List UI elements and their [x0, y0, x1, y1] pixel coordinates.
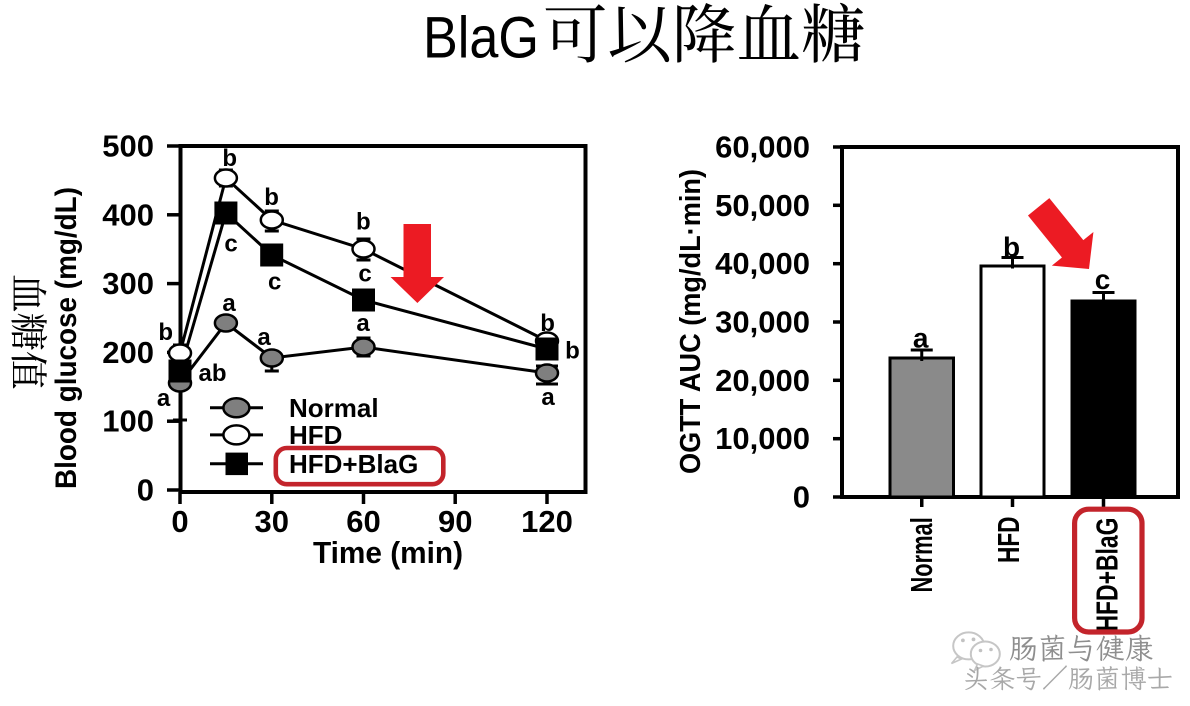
svg-text:0: 0: [793, 480, 810, 515]
svg-text:400: 400: [102, 197, 154, 232]
svg-text:a: a: [541, 384, 555, 411]
svg-text:20,000: 20,000: [715, 363, 810, 398]
svg-text:500: 500: [102, 129, 154, 164]
svg-text:b: b: [158, 319, 173, 346]
svg-text:b: b: [356, 209, 371, 236]
svg-text:c: c: [224, 231, 237, 258]
svg-text:Normal: Normal: [289, 393, 379, 423]
svg-text:0: 0: [171, 504, 188, 539]
svg-text:200: 200: [102, 335, 154, 370]
svg-text:50,000: 50,000: [715, 188, 810, 223]
svg-text:10,000: 10,000: [715, 421, 810, 456]
svg-text:c: c: [268, 269, 281, 296]
svg-text:HFD: HFD: [990, 517, 1025, 563]
svg-text:ab: ab: [199, 360, 227, 387]
svg-text:b: b: [1003, 232, 1020, 263]
svg-text:a: a: [157, 385, 171, 412]
svg-text:a: a: [257, 324, 271, 351]
svg-text:30,000: 30,000: [715, 305, 810, 340]
svg-text:b: b: [222, 145, 237, 172]
svg-text:60,000: 60,000: [715, 130, 810, 165]
svg-text:40,000: 40,000: [715, 246, 810, 281]
svg-text:c: c: [1095, 264, 1111, 295]
svg-text:120: 120: [521, 504, 573, 539]
svg-text:300: 300: [102, 266, 154, 301]
svg-text:b: b: [565, 338, 580, 365]
svg-text:a: a: [913, 323, 929, 354]
svg-text:BlaG: BlaG: [423, 6, 539, 71]
svg-text:HFD+BlaG: HFD+BlaG: [289, 449, 418, 479]
svg-text:0: 0: [137, 473, 154, 508]
svg-text:a: a: [356, 310, 370, 337]
svg-text:100: 100: [102, 404, 154, 439]
svg-text:b: b: [264, 184, 279, 211]
svg-text:Normal: Normal: [904, 517, 939, 592]
svg-text:b: b: [540, 310, 555, 337]
svg-text:90: 90: [438, 504, 472, 539]
svg-text:30: 30: [255, 504, 289, 539]
svg-text:HFD: HFD: [289, 420, 342, 450]
svg-text:60: 60: [346, 504, 380, 539]
svg-text:Blood glucose (mg/dL): Blood glucose (mg/dL): [50, 187, 83, 489]
svg-text:OGTT AUC (mg/dL·min): OGTT AUC (mg/dL·min): [675, 169, 707, 474]
svg-text:Time (min): Time (min): [313, 535, 463, 570]
svg-text:a: a: [222, 290, 236, 317]
svg-text:HFD+BlaG: HFD+BlaG: [1089, 517, 1124, 631]
svg-text:c: c: [358, 261, 371, 288]
